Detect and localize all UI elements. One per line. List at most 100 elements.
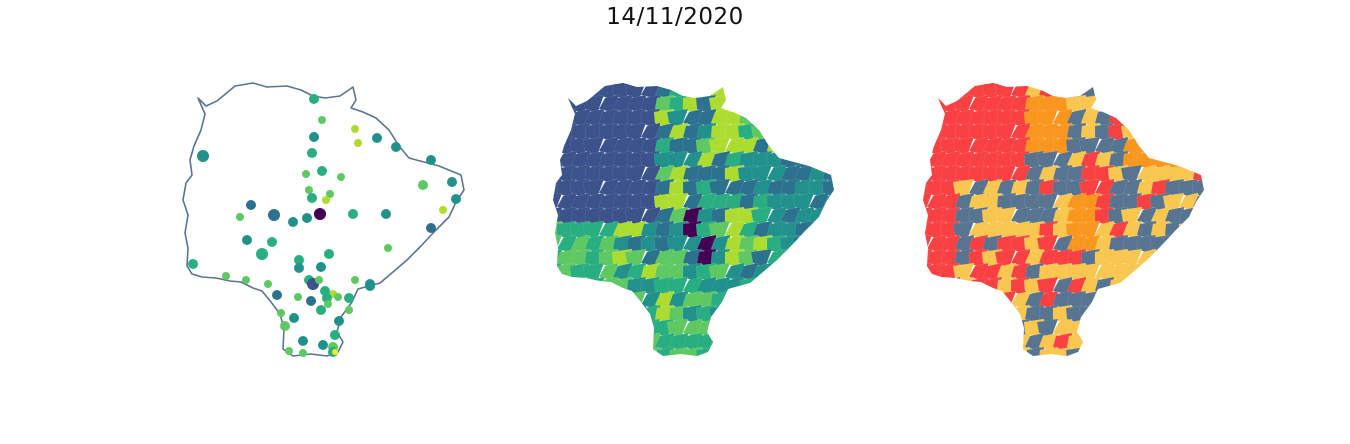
- site-marker: [365, 279, 375, 289]
- region: [821, 136, 834, 157]
- region: [553, 108, 563, 129]
- region: [1011, 361, 1030, 380]
- region: [1178, 83, 1200, 87]
- region: [1108, 304, 1129, 325]
- region: [1067, 361, 1086, 380]
- region: [837, 333, 856, 352]
- region: [994, 332, 1017, 353]
- region: [822, 276, 834, 297]
- site-marker: [337, 173, 345, 181]
- region: [766, 83, 787, 87]
- region: [821, 346, 834, 356]
- region: [766, 304, 787, 325]
- region: [570, 83, 591, 87]
- region: [1122, 346, 1143, 356]
- region: [1149, 108, 1171, 129]
- state-outline: [182, 82, 465, 357]
- site-marker: [246, 200, 256, 210]
- viridis-choropleth-panel: [545, 70, 845, 370]
- region: [710, 318, 731, 339]
- region: [766, 94, 787, 115]
- region: [792, 108, 815, 129]
- region: [808, 83, 829, 101]
- region: [808, 304, 829, 325]
- region: [968, 332, 989, 353]
- region: [923, 83, 933, 87]
- region: [1164, 248, 1185, 269]
- site-marker: [285, 347, 293, 355]
- region: [821, 220, 834, 241]
- region: [837, 193, 856, 212]
- region: [1207, 81, 1226, 100]
- site-marker: [324, 249, 334, 259]
- region: [1037, 361, 1058, 380]
- region: [1207, 235, 1226, 254]
- site-marker: [302, 213, 312, 223]
- region: [1164, 94, 1185, 115]
- region: [954, 83, 975, 87]
- region: [1080, 332, 1101, 353]
- region: [1178, 94, 1199, 115]
- region: [1109, 361, 1128, 380]
- region: [941, 361, 960, 380]
- region: [835, 179, 856, 198]
- site-marker: [351, 125, 359, 133]
- region: [822, 108, 834, 129]
- site-marker: [272, 290, 282, 300]
- region: [1178, 276, 1200, 297]
- region: [1164, 332, 1185, 353]
- region: [1149, 276, 1171, 297]
- region: [1164, 122, 1185, 143]
- region: [626, 304, 647, 325]
- region: [556, 318, 578, 339]
- region: [612, 304, 633, 325]
- site-marker: [318, 116, 326, 124]
- region: [1162, 83, 1185, 87]
- region: [696, 83, 717, 87]
- region: [926, 346, 947, 356]
- region: [1122, 318, 1143, 339]
- region: [837, 361, 856, 380]
- region: [923, 304, 933, 325]
- region: [808, 262, 829, 283]
- region: [682, 83, 704, 87]
- region: [808, 150, 830, 171]
- region: [1120, 332, 1143, 353]
- region: [1136, 83, 1157, 87]
- site-marker: [447, 177, 457, 187]
- region: [1136, 262, 1157, 283]
- region: [1164, 136, 1185, 157]
- region: [582, 346, 605, 356]
- region: [954, 332, 975, 353]
- region: [837, 319, 856, 338]
- site-marker: [426, 223, 436, 233]
- region: [1150, 361, 1170, 380]
- region: [1094, 290, 1115, 311]
- region: [553, 304, 563, 325]
- region: [1122, 276, 1143, 297]
- region: [1053, 361, 1073, 380]
- region: [793, 361, 814, 380]
- region: [611, 332, 633, 353]
- region: [1136, 122, 1158, 143]
- region: [724, 304, 746, 325]
- region: [1080, 83, 1101, 87]
- region: [968, 318, 989, 339]
- site-marker: [309, 94, 319, 104]
- region: [923, 276, 933, 297]
- region: [835, 305, 856, 324]
- region: [1207, 277, 1226, 296]
- site-marker: [384, 244, 392, 252]
- site-marker: [332, 349, 338, 355]
- region: [808, 248, 829, 269]
- region: [822, 83, 834, 87]
- region: [780, 290, 801, 311]
- site-marker: [439, 206, 447, 214]
- region: [940, 332, 961, 353]
- region: [923, 332, 933, 353]
- region: [724, 290, 745, 311]
- region: [556, 332, 577, 353]
- region: [794, 248, 815, 269]
- region: [1095, 361, 1114, 380]
- region: [1207, 207, 1226, 226]
